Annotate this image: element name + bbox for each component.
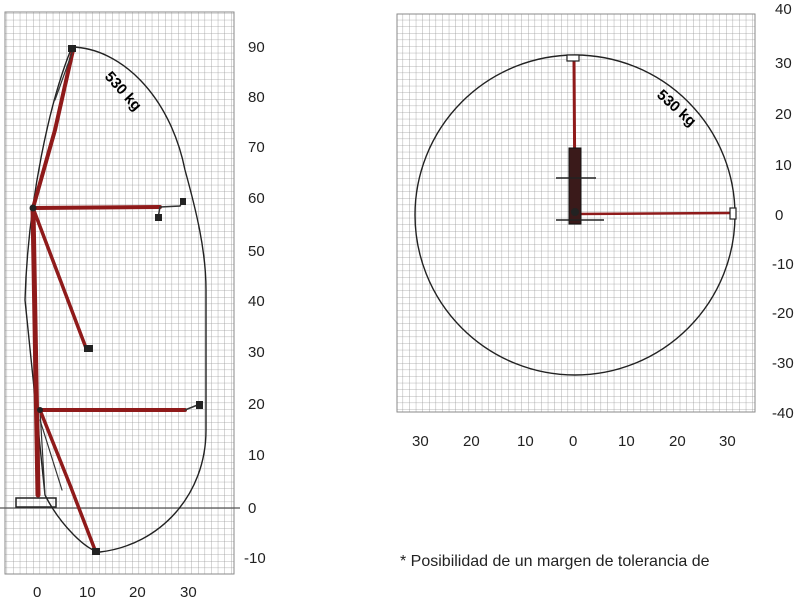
top-x-tick: 30 xyxy=(412,433,429,450)
side-x-tick: 0 xyxy=(33,584,41,601)
platform-upper xyxy=(155,214,162,221)
top-y-tick: -20 xyxy=(772,305,794,322)
top-x-tick: 0 xyxy=(569,433,577,450)
top-turntable xyxy=(571,208,579,216)
top-y-tick: 40 xyxy=(775,1,792,18)
top-x-axis-ticks: 30 20 10 0 10 20 30 xyxy=(412,433,736,450)
chassis-base xyxy=(15,497,57,508)
boom-max-height xyxy=(31,48,75,210)
top-y-tick: 0 xyxy=(775,207,783,224)
top-platform-vertical xyxy=(566,54,580,62)
top-y-tick: 20 xyxy=(775,106,792,123)
top-y-tick: -10 xyxy=(772,256,794,273)
top-x-tick: 20 xyxy=(463,433,480,450)
side-view-diagram: 530 kg 90 80 70 60 50 40 30 20 10 0 -10 … xyxy=(0,11,266,601)
side-y-tick: 50 xyxy=(248,243,265,260)
side-y-tick: 70 xyxy=(248,139,265,156)
side-y-tick: -10 xyxy=(244,550,266,567)
side-y-tick: 80 xyxy=(248,89,265,106)
boom-max-height-jib xyxy=(54,49,74,101)
side-y-tick: 20 xyxy=(248,396,265,413)
platform-diagonal xyxy=(84,345,93,352)
side-x-tick: 30 xyxy=(180,584,197,601)
top-x-tick: 20 xyxy=(669,433,686,450)
top-y-tick: 30 xyxy=(775,55,792,72)
boom-below-ground xyxy=(38,408,97,552)
side-y-tick: 10 xyxy=(248,447,265,464)
boom-positions xyxy=(30,48,201,552)
top-x-tick: 10 xyxy=(618,433,635,450)
side-y-tick: 90 xyxy=(248,39,265,56)
side-y-axis-ticks: 90 80 70 60 50 40 30 20 10 0 -10 xyxy=(244,39,266,567)
side-x-tick: 10 xyxy=(79,584,96,601)
top-chassis xyxy=(556,147,604,225)
side-joints xyxy=(29,45,203,555)
platform-upper-end xyxy=(180,198,186,205)
top-view-diagram: 530 kg 40 30 20 10 0 -10 -20 -30 -40 30 … xyxy=(396,1,794,450)
side-x-tick: 20 xyxy=(129,584,146,601)
top-platform-horizontal xyxy=(729,207,737,220)
top-x-tick: 30 xyxy=(719,433,736,450)
joint-upper xyxy=(29,204,37,212)
boom-upper-horizontal xyxy=(31,205,162,210)
top-y-tick: 10 xyxy=(775,157,792,174)
top-y-tick: -40 xyxy=(772,405,794,422)
joint-lower xyxy=(37,407,43,413)
side-y-tick: 30 xyxy=(248,344,265,361)
side-y-tick: 0 xyxy=(248,500,256,517)
top-chassis-body xyxy=(568,147,582,225)
side-y-tick: 40 xyxy=(248,293,265,310)
mast-upright xyxy=(30,205,41,498)
top-boom-horizontal xyxy=(573,211,734,216)
side-y-tick: 60 xyxy=(248,190,265,207)
top-x-tick: 10 xyxy=(517,433,534,450)
platform-below-ground xyxy=(92,548,100,555)
tolerance-footnote: * Posibilidad de un margen de tolerancia… xyxy=(400,553,710,570)
boom-below-ground-outline xyxy=(39,419,63,491)
platform-max-height xyxy=(68,45,76,52)
boom-diagonal xyxy=(31,206,88,350)
top-y-tick: -30 xyxy=(772,355,794,372)
side-x-axis-ticks: 0 10 20 30 xyxy=(33,584,197,601)
platform-lower xyxy=(196,401,203,409)
top-y-axis-ticks: 40 30 20 10 0 -10 -20 -30 -40 xyxy=(772,1,794,422)
